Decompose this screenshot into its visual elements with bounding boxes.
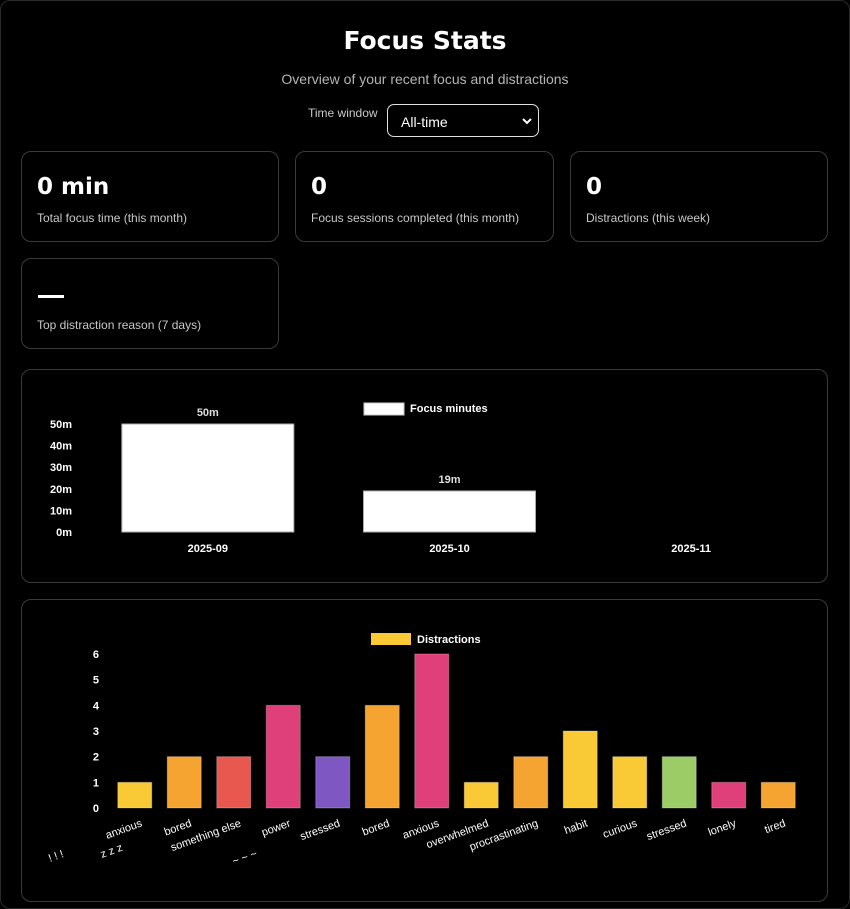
y-tick-label: 6 — [93, 649, 99, 661]
distractions-chart-card: Distractions 0 1 2 3 4 5 6 anxious bored something… — [21, 599, 828, 902]
bar — [315, 756, 351, 809]
bar — [364, 704, 400, 809]
x-extra-label: ! ! ! — [47, 848, 65, 865]
stat-label: Total focus time (this month) — [37, 211, 188, 225]
stat-label: Focus sessions completed (this month) — [311, 211, 520, 225]
bar — [612, 756, 648, 809]
data-label: 50m — [197, 407, 219, 419]
bar — [265, 704, 301, 809]
bar — [562, 730, 598, 809]
bar — [117, 781, 153, 809]
x-tick-label: habit — [563, 818, 590, 837]
bar — [363, 490, 536, 533]
x-tick-label: anxious — [104, 817, 144, 841]
x-extra-label: z z z — [99, 842, 124, 861]
chevron-down-icon — [522, 118, 532, 125]
x-tick-label: curious — [601, 817, 639, 841]
bar — [216, 756, 252, 809]
x-tick-label: stressed — [299, 818, 342, 843]
x-tick-label: stressed — [645, 818, 688, 843]
y-tick-label: 5 — [93, 675, 99, 687]
bar — [760, 781, 796, 809]
x-tick-label: tired — [763, 818, 787, 837]
y-tick-label: 10m — [50, 505, 72, 517]
stat-value: 0 min — [37, 174, 110, 200]
bar — [166, 756, 202, 809]
page-subtitle: Overview of your recent focus and distra… — [281, 71, 569, 87]
bar — [513, 756, 549, 809]
x-tick-label: bored — [361, 818, 392, 839]
legend-label: Focus minutes — [410, 403, 488, 415]
bar — [414, 653, 450, 809]
x-tick-label: lonely — [707, 817, 739, 838]
y-tick-label: 0m — [56, 527, 72, 539]
y-tick-label: 0 — [93, 803, 99, 815]
focus-minutes-chart: Focus minutes 0m 10m 20m 30m 40m 50m 50m 2025-09… — [50, 402, 711, 555]
stat-card-sessions: 0 Focus sessions completed (this month) — [295, 151, 554, 242]
x-extra-label: ~ ~ ~ — [231, 848, 259, 868]
x-tick-label: power — [260, 817, 293, 839]
stat-label: Distractions (this week) — [586, 211, 711, 225]
legend-label: Distractions — [417, 634, 481, 646]
legend-swatch — [371, 633, 411, 645]
y-tick-label: 4 — [93, 700, 100, 712]
stat-card-distractions: 0 Distractions (this week) — [570, 151, 828, 242]
legend-swatch — [363, 402, 405, 416]
focus-chart-card: Focus minutes 0m 10m 20m 30m 40m 50m 50m 2025-09… — [21, 369, 828, 583]
time-window-value: All-time — [401, 114, 448, 130]
page-title: Focus Stats — [343, 26, 507, 55]
stat-value: 0 — [311, 174, 328, 200]
bar — [661, 756, 697, 809]
time-window-label: Time window — [308, 106, 378, 120]
stat-label: Top distraction reason (7 days) — [37, 318, 202, 332]
y-tick-label: 20m — [50, 484, 72, 496]
empty-value-dash — [38, 295, 64, 298]
x-tick-label: 2025-11 — [671, 543, 711, 555]
bar — [121, 423, 295, 533]
x-tick-label: 2025-10 — [429, 543, 469, 555]
bar — [711, 781, 747, 809]
y-tick-label: 30m — [50, 462, 72, 474]
y-tick-label: 3 — [93, 726, 99, 738]
bar — [463, 781, 499, 809]
stat-card-top-reason: Top distraction reason (7 days) — [21, 258, 279, 349]
y-tick-label: 2 — [93, 752, 99, 764]
y-tick-label: 50m — [50, 419, 72, 431]
x-tick-label: 2025-09 — [188, 543, 228, 555]
data-label: 19m — [438, 474, 460, 486]
stat-value: 0 — [586, 174, 603, 200]
y-tick-label: 40m — [50, 441, 72, 453]
y-tick-label: 1 — [93, 777, 99, 789]
time-window-select[interactable]: All-time — [387, 104, 539, 137]
stat-card-total-focus: 0 min Total focus time (this month) — [21, 151, 279, 242]
